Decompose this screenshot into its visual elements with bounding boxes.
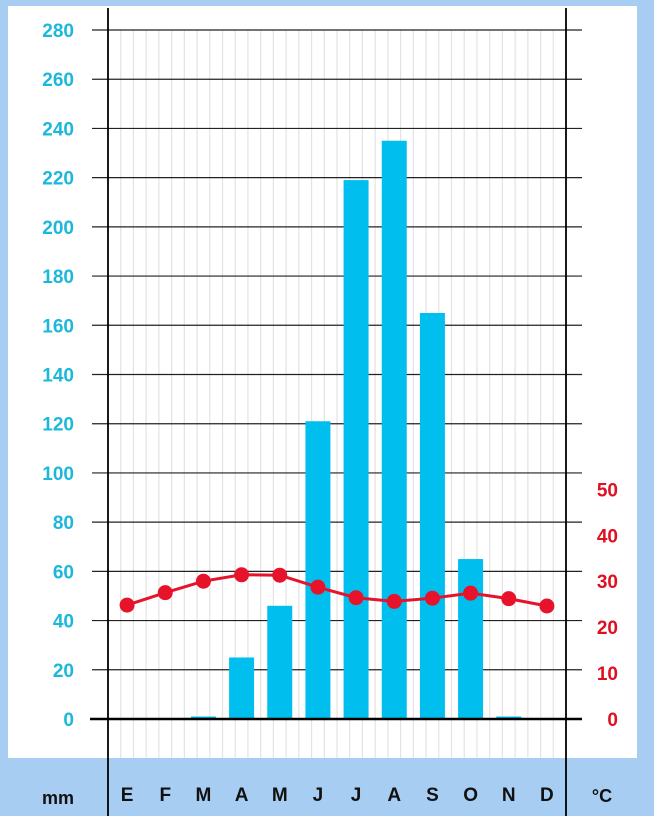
precipitation-bar [381, 140, 407, 719]
temperature-point [310, 579, 326, 595]
temperature-point [424, 590, 440, 606]
x-month-label: N [502, 785, 516, 806]
precipitation-bar [267, 605, 293, 719]
y-left-tick-label: 20 [53, 661, 74, 682]
y-left-tick-label: 80 [53, 513, 74, 534]
x-month-label: A [235, 785, 249, 806]
temperature-point [501, 591, 517, 607]
unit-label-celsius: °C [592, 786, 612, 806]
y-right-tick-label: 10 [597, 664, 618, 685]
precipitation-bar [419, 312, 445, 719]
y-left-tick-label: 200 [42, 218, 74, 239]
x-month-label: A [387, 785, 401, 806]
temperature-point [348, 590, 364, 606]
temperature-point [195, 573, 211, 589]
x-month-label: E [121, 785, 134, 806]
y-left-tick-label: 60 [53, 562, 74, 583]
precipitation-bar [343, 180, 369, 719]
temperature-point [157, 585, 173, 601]
x-month-label: M [272, 785, 288, 806]
y-left-tick-label: 260 [42, 70, 74, 91]
temperature-point [272, 567, 288, 583]
y-left-tick-label: 220 [42, 169, 74, 190]
y-left-tick-label: 140 [42, 366, 74, 387]
precipitation-bar [305, 421, 331, 719]
temperature-point [539, 598, 555, 614]
temperature-point [386, 593, 402, 609]
x-month-label: F [159, 785, 171, 806]
y-right-tick-label: 0 [607, 710, 618, 731]
temperature-line [119, 567, 555, 614]
y-left-tick-label: 40 [53, 612, 74, 633]
axes [90, 8, 582, 816]
y-left-tick-label: 180 [42, 267, 74, 288]
y-left-tick-label: 240 [42, 119, 74, 140]
x-month-label: S [426, 785, 439, 806]
temperature-point [234, 567, 250, 583]
x-month-label: J [313, 785, 324, 806]
y-right-tick-label: 30 [597, 572, 618, 593]
precipitation-bar [458, 559, 484, 719]
tick-labels: 0 20 40 60 80 100 120 140 160 180 200 220 240 260 280 0… [42, 21, 618, 808]
x-month-label: M [196, 785, 212, 806]
x-month-label: O [463, 785, 478, 806]
y-left-tick-label: 0 [63, 710, 74, 731]
y-right-tick-label: 50 [597, 480, 618, 501]
temperature-point [463, 585, 479, 601]
y-left-tick-label: 280 [42, 21, 74, 42]
y-right-tick-label: 40 [597, 526, 618, 547]
y-right-tick-label: 20 [597, 618, 618, 639]
precipitation-bar [229, 657, 255, 719]
unit-label-mm: mm [42, 788, 74, 808]
temperature-point [119, 597, 135, 613]
y-left-tick-label: 120 [42, 415, 74, 436]
y-left-tick-label: 100 [42, 464, 74, 485]
x-month-label: D [540, 785, 554, 806]
x-month-label: J [351, 785, 362, 806]
y-left-tick-label: 160 [42, 316, 74, 337]
